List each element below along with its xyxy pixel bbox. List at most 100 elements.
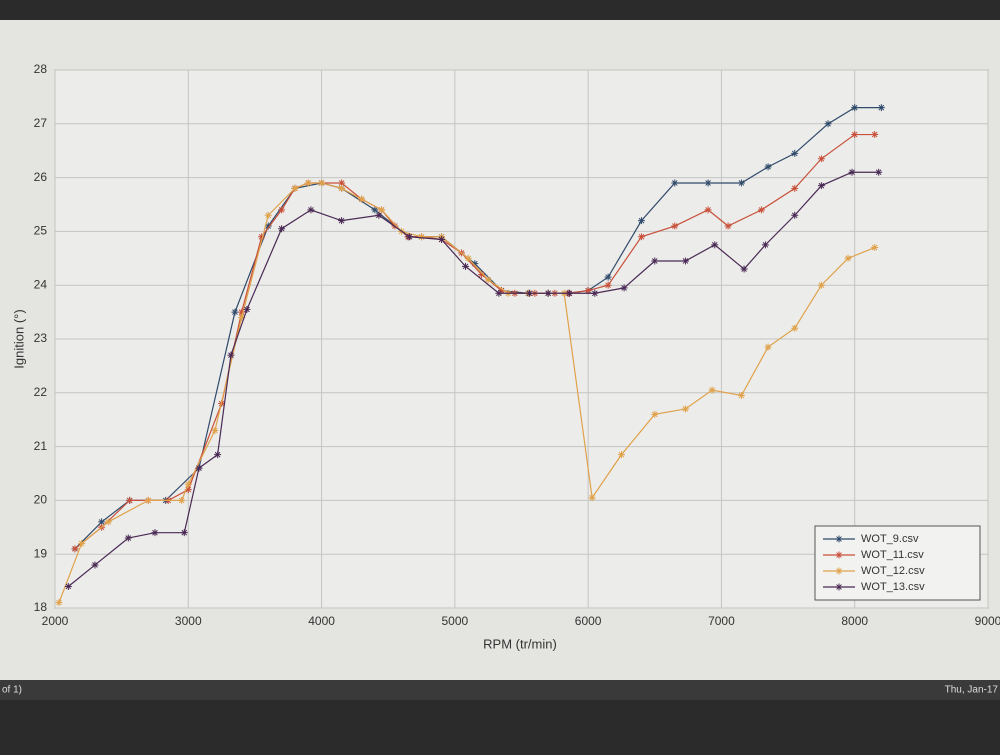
marker (671, 222, 679, 230)
y-tick-label: 24 (34, 277, 48, 291)
marker (637, 217, 645, 225)
x-tick-label: 7000 (708, 614, 735, 628)
marker (338, 217, 346, 225)
marker (264, 211, 272, 219)
marker (471, 260, 479, 268)
marker (835, 567, 843, 575)
marker (144, 496, 152, 504)
marker (304, 179, 312, 187)
y-axis-label: Ignition (°) (11, 309, 26, 368)
marker (78, 539, 86, 547)
marker (211, 426, 219, 434)
x-tick-label: 2000 (42, 614, 69, 628)
marker (478, 270, 486, 278)
marker (484, 276, 492, 284)
marker (124, 534, 132, 542)
marker (498, 287, 506, 295)
legend-label: WOT_11.csv (861, 549, 924, 561)
marker (791, 324, 799, 332)
marker (588, 494, 596, 502)
marker (495, 289, 503, 297)
marker (278, 225, 286, 233)
marker (757, 206, 765, 214)
x-axis-label: RPM (tr/min) (483, 636, 557, 651)
status-bar (0, 680, 1000, 700)
marker (817, 182, 825, 190)
x-tick-label: 8000 (841, 614, 868, 628)
marker (764, 163, 772, 171)
marker (584, 287, 592, 295)
y-tick-label: 22 (34, 385, 48, 399)
marker (835, 583, 843, 591)
marker (817, 281, 825, 289)
marker (525, 289, 533, 297)
marker (231, 308, 239, 316)
marker (591, 289, 599, 297)
y-tick-label: 28 (34, 62, 48, 76)
marker (318, 179, 326, 187)
marker (848, 168, 856, 176)
marker (278, 206, 286, 214)
y-tick-label: 27 (34, 116, 48, 130)
marker (378, 206, 386, 214)
marker (835, 535, 843, 543)
marker (184, 486, 192, 494)
marker (791, 149, 799, 157)
marker (620, 284, 628, 292)
marker (671, 179, 679, 187)
marker (307, 206, 315, 214)
marker (178, 496, 186, 504)
marker (791, 211, 799, 219)
marker (371, 206, 379, 214)
marker (544, 289, 552, 297)
status-left: of 1) (2, 685, 22, 696)
marker (151, 529, 159, 537)
marker (617, 451, 625, 459)
marker (238, 313, 246, 321)
y-tick-label: 25 (34, 224, 48, 238)
x-tick-label: 4000 (308, 614, 335, 628)
marker (565, 289, 573, 297)
marker (98, 518, 106, 526)
y-tick-label: 19 (34, 546, 48, 560)
marker (737, 179, 745, 187)
marker (681, 257, 689, 265)
marker (243, 305, 251, 313)
marker (835, 551, 843, 559)
marker (338, 184, 346, 192)
marker (817, 155, 825, 163)
marker (195, 464, 203, 472)
legend-label: WOT_13.csv (861, 581, 925, 593)
marker (871, 244, 879, 252)
marker (64, 582, 72, 590)
marker (258, 233, 266, 241)
marker (681, 405, 689, 413)
marker (227, 351, 235, 359)
marker (338, 179, 346, 187)
marker (375, 211, 383, 219)
marker (55, 599, 63, 607)
marker (91, 561, 99, 569)
marker (711, 241, 719, 249)
marker (761, 241, 769, 249)
x-tick-label: 9000 (975, 614, 1000, 628)
marker (238, 308, 246, 316)
marker (851, 104, 859, 112)
marker (651, 410, 659, 418)
marker (764, 343, 772, 351)
marker (464, 254, 472, 262)
marker (724, 222, 732, 230)
y-tick-label: 18 (34, 600, 48, 614)
marker (71, 545, 79, 553)
marker (264, 222, 272, 230)
marker (604, 273, 612, 281)
marker (438, 235, 446, 243)
y-tick-label: 20 (34, 493, 48, 507)
marker (844, 254, 852, 262)
marker (824, 120, 832, 128)
y-tick-label: 26 (34, 170, 48, 184)
marker (604, 281, 612, 289)
marker (214, 451, 222, 459)
marker (737, 391, 745, 399)
